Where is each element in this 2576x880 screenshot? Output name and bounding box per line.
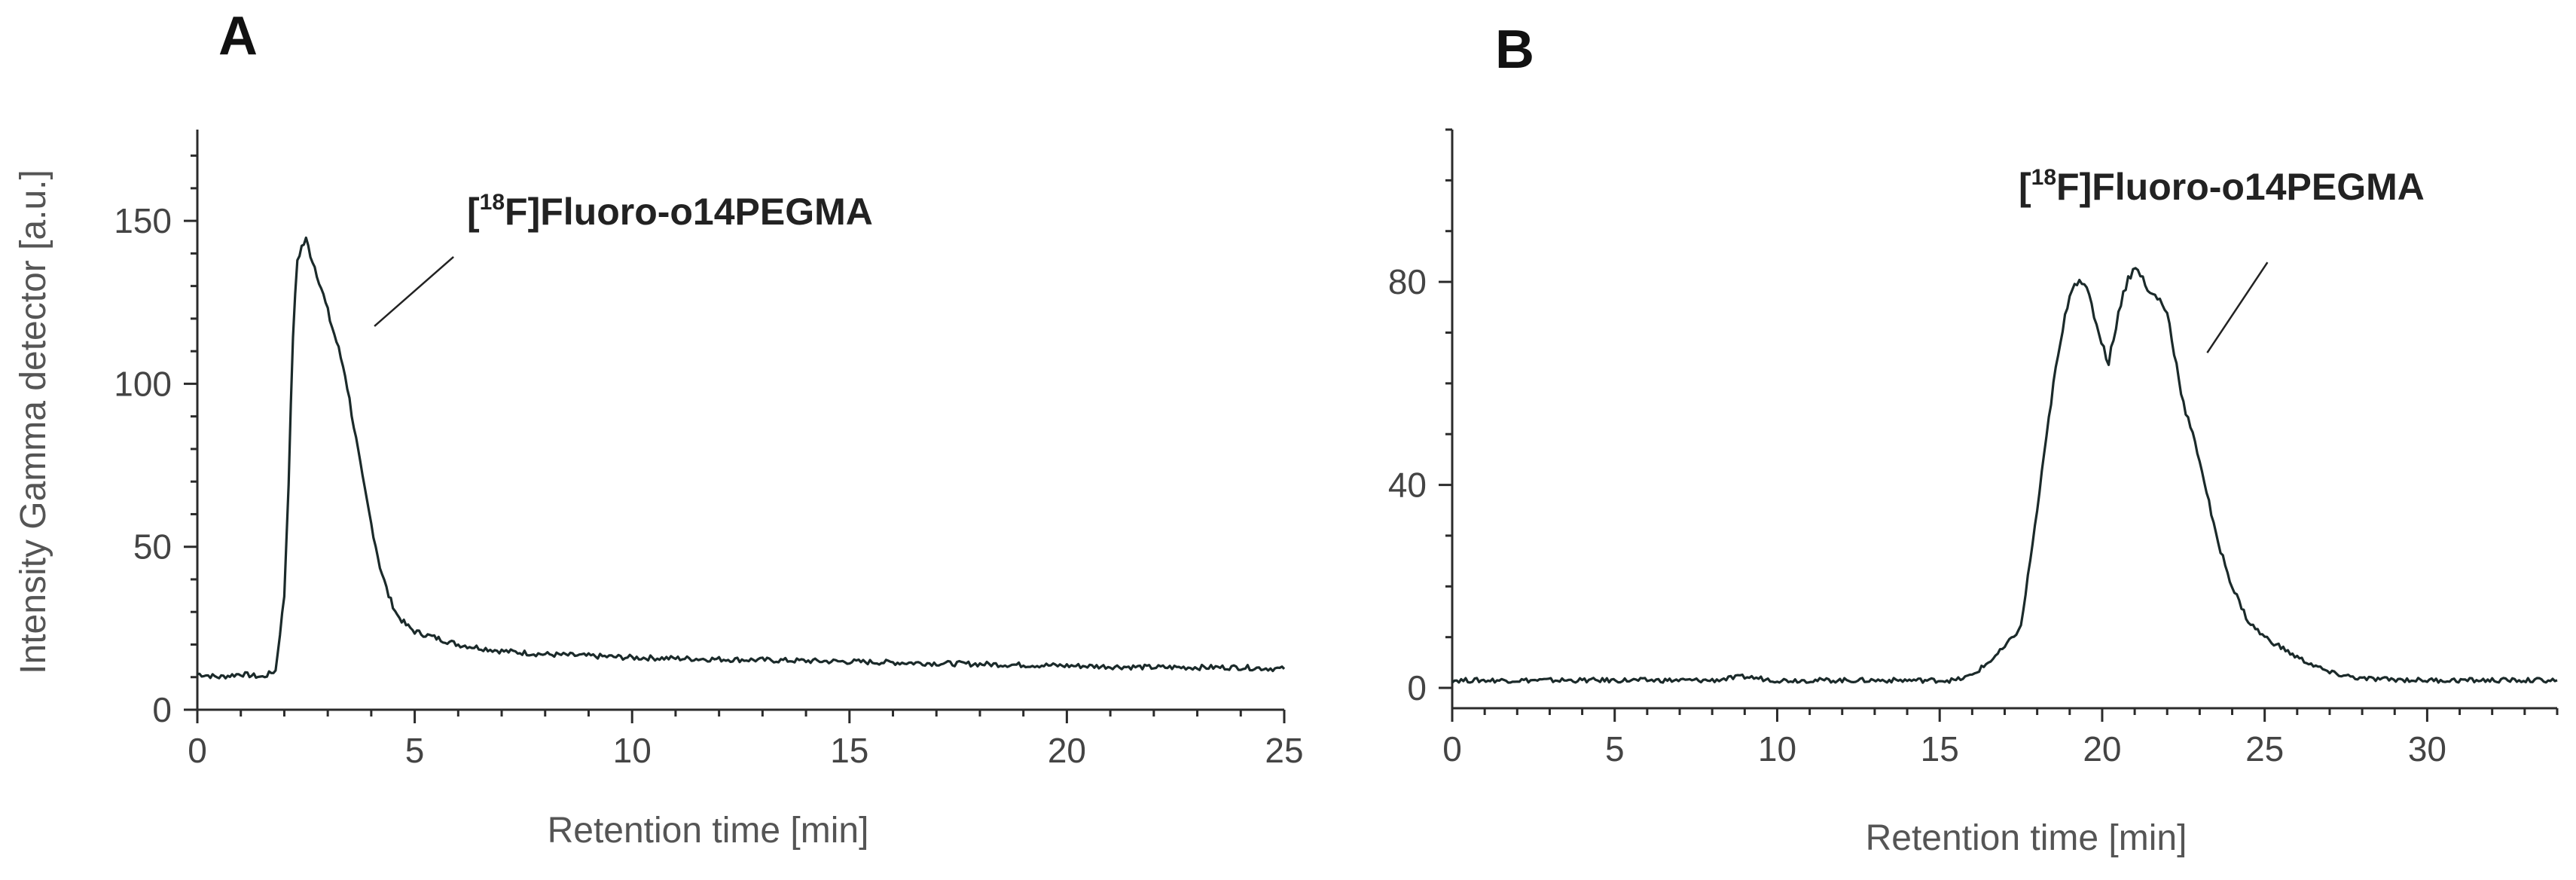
panel-b-x-axis-title: Retention time [min] xyxy=(1866,818,2187,858)
panel-b-x-tick-label: 5 xyxy=(1605,729,1625,768)
panel-b-x-tick-label: 25 xyxy=(2245,729,2284,768)
panel-b-annotation: [18F]Fluoro-o14PEGMA xyxy=(2019,165,2425,208)
panel-a: A 0 5 10 15 20 25 0 50 100 150 [18F]Fluoro-o14PE… xyxy=(14,6,1304,851)
panel-b-x-tick-label: 15 xyxy=(1921,729,1959,768)
panel-b-annotation-sup: 18 xyxy=(2031,165,2056,190)
panel-b-annotation-pre: [ xyxy=(2019,166,2031,208)
panel-b-y-tick-label: 0 xyxy=(1407,668,1427,707)
panel-a-y-tick-label: 150 xyxy=(114,201,172,240)
panel-b-annotation-leader xyxy=(2206,261,2269,353)
panel-a-annotation-post: F]Fluoro-o14PEGMA xyxy=(505,191,873,233)
panel-a-x-tick-label: 15 xyxy=(830,731,868,770)
panel-a-label: A xyxy=(218,6,258,66)
panel-a-annotation-sup: 18 xyxy=(480,190,505,215)
panel-a-x-tick-label: 10 xyxy=(613,731,652,770)
panel-a-x-tick-label: 25 xyxy=(1265,731,1303,770)
panel-b-x-tick-label: 20 xyxy=(2083,729,2121,768)
panel-b-label: B xyxy=(1495,20,1534,80)
panel-a-annotation-pre: [ xyxy=(467,191,480,233)
panel-a-x-tick-label: 5 xyxy=(405,731,425,770)
panel-b-y-tick-label: 40 xyxy=(1388,466,1427,505)
panel-a-y-axis-title: Intensity Gamma detector [a.u.] xyxy=(14,170,53,674)
panel-b-y-tick-label: 80 xyxy=(1388,262,1427,301)
panel-a-x-axis-title: Retention time [min] xyxy=(548,811,869,851)
panel-a-series-line xyxy=(197,236,1286,680)
panel-b-x-tick-label: 30 xyxy=(2408,729,2446,768)
panel-a-annotation: [18F]Fluoro-o14PEGMA xyxy=(467,190,873,233)
panel-b: B 0 5 10 15 20 25 30 0 40 80 [18F]Fluoro-o14PEGM… xyxy=(1388,20,2559,858)
panel-a-annotation-leader xyxy=(374,255,454,327)
panel-b-annotation-post: F]Fluoro-o14PEGMA xyxy=(2056,166,2425,208)
panel-a-y-tick-label: 50 xyxy=(133,527,172,567)
panel-b-x-tick-label: 0 xyxy=(1442,729,1462,768)
panel-a-y-tick-label: 0 xyxy=(152,690,172,729)
panel-a-x-tick-label: 20 xyxy=(1048,731,1086,770)
panel-a-x-tick-label: 0 xyxy=(188,731,207,770)
panel-b-series-line xyxy=(1451,267,2558,684)
panel-b-x-tick-label: 10 xyxy=(1758,729,1796,768)
panel-a-y-tick-label: 100 xyxy=(114,364,172,403)
